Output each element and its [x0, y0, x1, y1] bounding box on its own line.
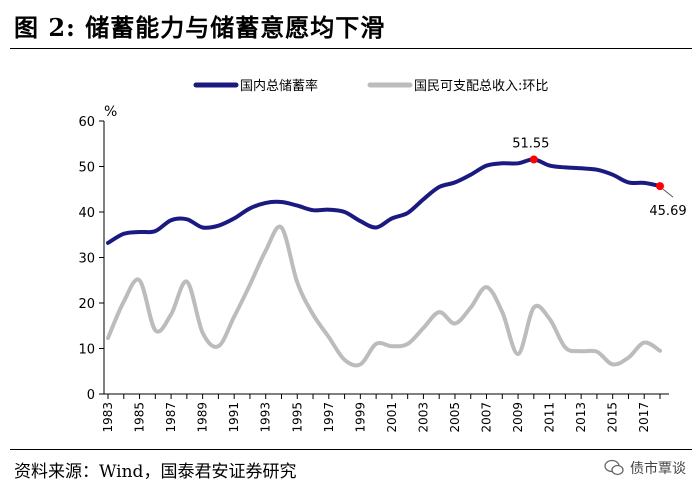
x-tick-label: 1983	[101, 402, 115, 433]
chart-series	[106, 157, 662, 368]
chart-axes: 0 10 20 30 40 50 60 1983 1985 1987 1989 1991 1993 199…	[78, 115, 669, 433]
source-note: 资料来源：Wind，国泰君安证券研究	[14, 462, 297, 482]
figure-title: 图 2: 储蓄能力与储蓄意愿均下滑	[14, 8, 385, 43]
x-tick-label: 1985	[133, 402, 147, 433]
line-chart: 国内总储蓄率 国民可支配总收入:环比 % 0 10 20 30 40 50 60 1983 19…	[78, 78, 686, 433]
y-tick-label: 50	[78, 161, 95, 176]
x-tick-label: 1987	[164, 402, 178, 433]
chart-annotations: 51.55 45.69	[512, 136, 686, 219]
x-tick-label: 2011	[543, 402, 557, 433]
y-tick-label: 20	[78, 297, 95, 312]
y-tick-label: 30	[78, 252, 95, 267]
x-tick-label: 1995	[290, 402, 304, 433]
legend-label-savings-rate: 国内总储蓄率	[240, 78, 318, 94]
y-tick-label: 10	[78, 343, 95, 358]
x-tick-label: 1989	[196, 402, 210, 433]
annotation-label: 51.55	[512, 136, 549, 151]
brand-watermark: 债市覃谈	[604, 458, 686, 478]
x-tick-label: 1993	[259, 402, 273, 433]
x-tick-label: 2005	[448, 402, 462, 433]
source-rule	[10, 449, 692, 450]
y-axis-label: %	[104, 104, 117, 120]
annotation-marker	[656, 182, 664, 191]
x-tick-label: 2017	[637, 402, 651, 433]
x-tick-label: 1999	[353, 402, 367, 433]
figure-title-text: 储蓄能力与储蓄意愿均下滑	[85, 13, 386, 42]
x-tick-label: 1997	[322, 402, 336, 433]
annotation-leader	[662, 188, 674, 198]
x-tick-label: 2009	[511, 402, 525, 433]
wechat-bubble-icon	[604, 459, 624, 476]
series-line-savings-rate	[106, 157, 662, 245]
annotation-marker	[529, 155, 538, 164]
x-tick-label: 2015	[606, 402, 620, 433]
series-line-income-qoq	[106, 224, 662, 368]
title-rule	[10, 48, 692, 49]
x-tick-label: 1991	[227, 402, 241, 433]
annotation-label: 45.69	[649, 204, 686, 219]
y-tick-label: 60	[78, 115, 95, 130]
chart-legend: 国内总储蓄率 国民可支配总收入:环比	[193, 78, 548, 94]
x-tick-label: 2013	[574, 402, 588, 433]
x-tick-label: 2001	[385, 402, 399, 433]
figure-label: 图 2:	[14, 13, 76, 42]
x-tick-label: 2007	[480, 402, 494, 433]
y-tick-label: 0	[87, 388, 95, 403]
legend-label-income-qoq: 国民可支配总收入:环比	[414, 79, 548, 94]
y-tick-label: 40	[78, 206, 95, 221]
x-tick-label: 2003	[416, 402, 430, 433]
brand-name: 债市覃谈	[630, 461, 686, 477]
